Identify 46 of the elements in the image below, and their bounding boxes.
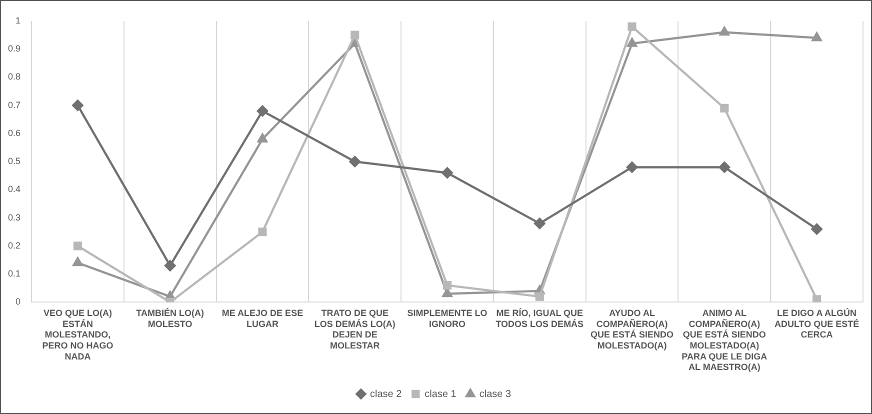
x-tick-label: LE DIGO A ALGÚN ADULTO QUE ESTÉ CERCA — [774, 308, 860, 340]
point — [534, 218, 546, 230]
y-tick-label: 0.9 — [8, 44, 21, 54]
point — [628, 22, 636, 31]
y-tick-label: 0.6 — [8, 128, 21, 138]
point — [718, 162, 730, 173]
legend-label: clase 1 — [424, 388, 457, 400]
y-tick-label: 0.3 — [8, 212, 21, 222]
point — [257, 134, 268, 142]
y-tick-label: 0 — [15, 296, 21, 307]
point — [72, 100, 84, 111]
x-tick-label: ME RÍO, IGUAL QUE TODOS LOS DEMÁS — [496, 308, 584, 329]
y-tick-label: 0.5 — [8, 156, 21, 166]
point — [256, 105, 268, 117]
point — [442, 167, 453, 178]
point — [349, 156, 360, 168]
point — [164, 260, 176, 272]
point — [720, 104, 729, 112]
point — [719, 26, 730, 36]
y-tick-label: 0.4 — [8, 184, 21, 194]
y-tick-label: 0.7 — [8, 100, 21, 110]
x-tick-label: VEO QUE LO(A) ESTÁN MOLESTANDO, PERO NO HAGO NADA — [42, 308, 114, 362]
point — [258, 228, 267, 236]
point — [442, 288, 452, 298]
y-tick-label: 1 — [15, 15, 21, 26]
legend-label: clase 2 — [370, 388, 402, 400]
x-tick-label: TAMBIÉN LO(A) MOLESTO — [136, 308, 204, 329]
x-tick-label: SIMPLEMENTE LO IGNORO — [407, 308, 488, 329]
point — [626, 162, 638, 173]
point — [535, 292, 544, 301]
point — [812, 295, 822, 302]
point — [350, 30, 360, 40]
point — [73, 242, 82, 250]
x-tick-label: ANIMO AL COMPAÑERO(A) QUE ESTÁ SIENDO MOLESTADO(A) PARA QUE LE DIGA AL MAESTRO(A) — [682, 308, 768, 372]
y-tick-label: 0.8 — [8, 72, 21, 82]
point — [812, 32, 822, 42]
point — [627, 38, 638, 47]
x-tick-label: AYUDO AL COMPAÑERO(A) QUE ESTÁ SIENDO MOLESTADO(A) — [590, 308, 674, 350]
point — [72, 257, 83, 266]
x-tick-label: TRATO DE QUE LOS DEMÁS LO(A) DEJEN DE MOLESTAR — [314, 308, 396, 350]
legend-label: clase 3 — [479, 388, 512, 400]
x-tick-label: ME ALEJO DE ESE LUGAR — [222, 308, 304, 329]
y-tick-label: 0.2 — [8, 240, 21, 250]
point — [442, 281, 452, 290]
y-tick-label: 0.1 — [8, 268, 21, 279]
point — [811, 223, 822, 235]
